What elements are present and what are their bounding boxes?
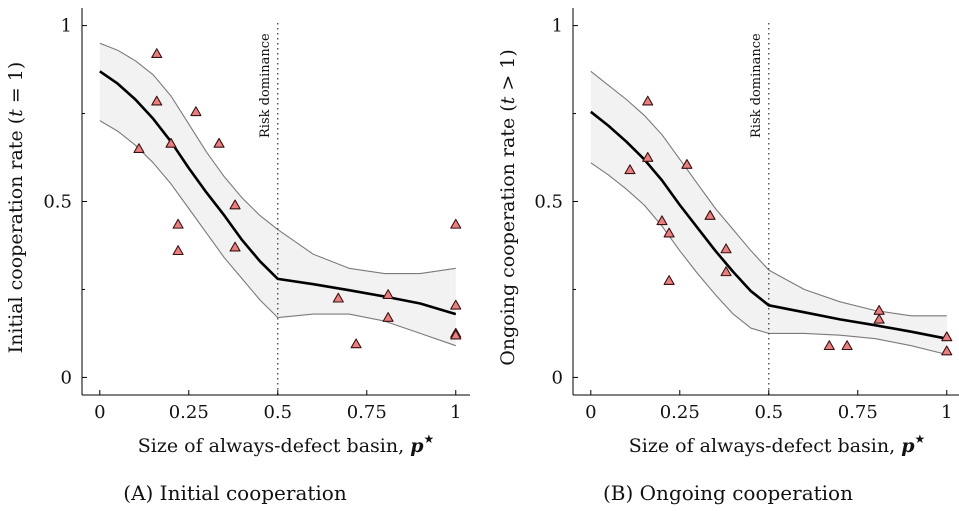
x-axis-label-star: ★ (914, 432, 925, 446)
x-axis-label-text: Size of always-defect basin, (629, 435, 901, 457)
y-tick-label-0: 0 (552, 367, 563, 388)
data-point-13 (873, 313, 885, 324)
panel-a-initial-cooperation: Risk dominance 0 0.25 0.5 0.75 1 0 0.5 1 Size of … (5, 8, 470, 505)
data-point-15 (941, 345, 953, 356)
x-tick-label-2: 0.5 (754, 402, 783, 423)
y-tick-label-2: 1 (552, 16, 563, 37)
data-point-8 (720, 243, 732, 254)
data-point-4 (172, 218, 184, 229)
data-point-6 (190, 106, 202, 117)
data-point-14 (941, 331, 953, 342)
y-axis-label-var: t (5, 109, 27, 117)
y-axis-label: Initial cooperation rate (t = 1) (5, 62, 27, 354)
data-point-12 (382, 289, 394, 300)
y-axis-label: Ongoing cooperation rate (t > 1) (497, 49, 519, 366)
data-point-5 (172, 245, 184, 256)
y-axis-label-cond: = 1) (5, 62, 27, 110)
fit-line (99, 70, 457, 316)
x-tick-label-4: 1 (450, 402, 461, 423)
fit-line (589, 110, 948, 340)
y-tick-label-1: 0.5 (43, 192, 72, 213)
x-tick-label-4: 1 (941, 402, 952, 423)
data-point-7 (213, 137, 225, 148)
panel-b-ongoing-cooperation: Risk dominance 0 0.25 0.5 0.75 1 0 0.5 1 Size of … (497, 8, 959, 505)
data-point-11 (841, 340, 853, 351)
x-tick-label-3: 0.75 (347, 402, 387, 423)
band-upper-edge (99, 42, 456, 275)
x-tick-label-2: 0.5 (263, 402, 292, 423)
data-point-13 (382, 312, 394, 322)
risk-dominance-label: Risk dominance (258, 33, 273, 138)
band-lower-edge (99, 120, 456, 347)
x-tick-label-0: 0 (94, 402, 105, 423)
data-point-12 (873, 305, 885, 315)
confidence-band (99, 43, 456, 346)
panel-caption: (B) Ongoing cooperation (603, 481, 853, 505)
data-point-3 (656, 215, 668, 226)
risk-dominance-label: Risk dominance (749, 33, 764, 138)
data-point-1 (642, 95, 654, 106)
data-point-0 (624, 164, 636, 175)
data-point-9 (229, 241, 241, 252)
y-tick-label-2: 1 (61, 16, 72, 37)
y-axis-label-cond: > 1) (497, 49, 519, 97)
x-tick-label-3: 0.75 (838, 402, 878, 423)
y-axis-label-text: Ongoing cooperation rate ( (497, 104, 519, 365)
x-axis-label: Size of always-defect basin, p★ (138, 432, 435, 457)
data-point-0 (133, 143, 145, 154)
data-point-1 (151, 48, 163, 59)
data-point-9 (720, 266, 732, 277)
x-axis-label-symbol: p (901, 435, 915, 457)
band-upper-edge (590, 70, 947, 317)
data-point-11 (350, 338, 362, 349)
x-tick-label-0: 0 (585, 402, 596, 423)
data-point-7 (704, 210, 716, 220)
x-tick-label-1: 0.25 (660, 402, 700, 423)
data-point-8 (229, 199, 241, 210)
y-tick-label-0: 0 (61, 367, 72, 388)
data-point-2 (642, 151, 654, 162)
data-point-10 (823, 340, 835, 351)
panel-caption: (A) Initial cooperation (123, 481, 347, 505)
data-point-17 (450, 329, 462, 340)
x-axis-label-text: Size of always-defect basin, (138, 435, 410, 457)
data-point-3 (165, 137, 177, 148)
x-axis-label: Size of always-defect basin, p★ (629, 432, 926, 457)
data-point-6 (681, 159, 693, 169)
data-point-14 (450, 218, 462, 229)
y-tick-label-1: 0.5 (534, 192, 563, 213)
x-axis-label-star: ★ (423, 432, 434, 446)
data-point-10 (332, 292, 344, 303)
x-tick-label-1: 0.25 (169, 402, 209, 423)
x-axis-label-symbol: p (410, 435, 424, 457)
data-point-2 (151, 95, 163, 106)
data-point-5 (663, 275, 675, 285)
data-point-4 (663, 227, 675, 238)
y-axis-label-text: Initial cooperation rate ( (5, 117, 27, 353)
y-axis-label-var: t (497, 96, 519, 104)
data-point-15 (450, 299, 462, 310)
band-lower-edge (590, 162, 947, 356)
